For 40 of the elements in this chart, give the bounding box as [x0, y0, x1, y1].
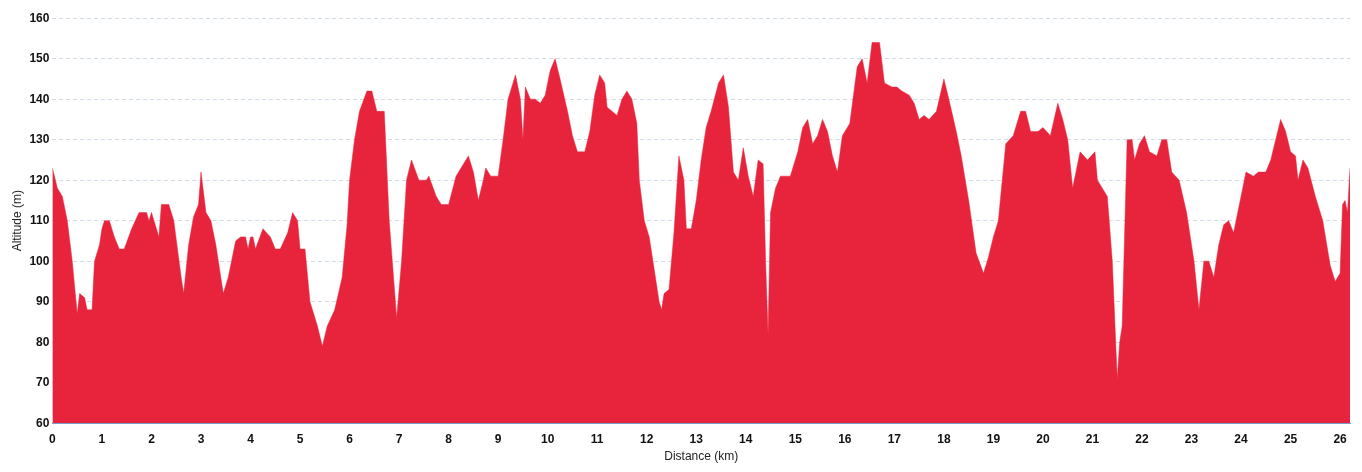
- x-tick-label: 11: [590, 431, 604, 446]
- x-tick-label: 23: [1184, 431, 1199, 446]
- x-axis-title: Distance (km): [664, 449, 739, 464]
- x-tick-label: 12: [640, 431, 654, 446]
- y-tick-label: 60: [36, 415, 50, 430]
- x-tick-label: 24: [1234, 431, 1249, 446]
- x-tick-label: 16: [838, 431, 852, 446]
- y-tick-label: 110: [30, 213, 50, 228]
- x-tick-label: 18: [937, 431, 951, 446]
- x-tick-label: 0: [49, 431, 57, 446]
- y-tick-label: 100: [29, 253, 50, 268]
- x-tick-label: 26: [1333, 431, 1348, 446]
- x-tick-label: 5: [296, 431, 304, 446]
- x-tick-label: 10: [541, 431, 555, 446]
- x-tick-label: 9: [494, 431, 502, 446]
- y-axis-title: Altitude (m): [9, 190, 24, 252]
- y-tick-label: 160: [29, 10, 50, 25]
- x-tick-label: 6: [346, 431, 354, 446]
- x-tick-label: 25: [1283, 431, 1298, 446]
- y-tick-label: 120: [29, 172, 50, 187]
- x-tick-label: 20: [1036, 431, 1050, 446]
- x-tick-label: 8: [445, 431, 453, 446]
- y-tick-label: 70: [36, 375, 50, 390]
- x-tick-label: 15: [788, 431, 803, 446]
- x-tick-label: 4: [247, 431, 255, 446]
- x-tick-label: 2: [148, 431, 156, 446]
- x-tick-label: 1: [98, 431, 106, 446]
- y-tick-label: 90: [36, 294, 50, 309]
- x-tick-label: 7: [395, 431, 403, 446]
- y-tick-label: 150: [29, 51, 50, 66]
- y-tick-label: 140: [29, 91, 50, 106]
- x-tick-label: 13: [689, 431, 704, 446]
- x-tick-label: 14: [739, 431, 753, 446]
- x-tick-label: 22: [1135, 431, 1149, 446]
- y-tick-label: 80: [36, 334, 50, 349]
- x-tick-label: 3: [197, 431, 205, 446]
- y-tick-label: 130: [29, 132, 50, 147]
- x-tick-label: 21: [1085, 431, 1100, 446]
- x-tick-label: 17: [887, 431, 902, 446]
- x-tick-label: 19: [986, 431, 1001, 446]
